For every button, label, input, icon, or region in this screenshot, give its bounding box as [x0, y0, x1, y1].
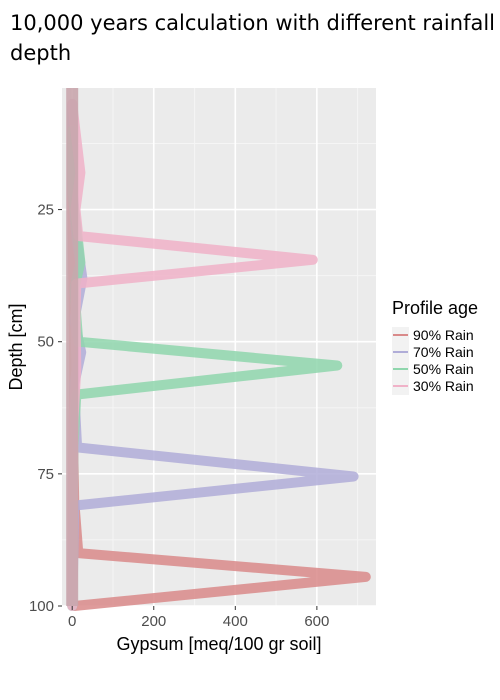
y-tick-label: 50 — [37, 334, 54, 351]
series-layer — [66, 88, 371, 611]
x-tick-label: 400 — [223, 613, 248, 630]
x-tick-label: 0 — [68, 613, 76, 630]
axis-layer: 0 200 400 600 25 50 75 100 — [29, 202, 329, 630]
y-axis-title: Depth [cm] — [6, 303, 26, 390]
x-tick-label: 200 — [141, 613, 166, 630]
legend-label-2: 70% Rain — [413, 344, 474, 360]
legend-title: Profile age — [392, 298, 478, 318]
legend-label-4: 30% Rain — [413, 378, 474, 394]
x-axis-title: Gypsum [meq/100 gr soil] — [116, 634, 321, 654]
y-tick-label: 25 — [37, 202, 54, 219]
x-tick-label: 600 — [304, 613, 329, 630]
chart-title: 10,000 years calculation with different … — [10, 11, 495, 65]
y-tick-label: 75 — [37, 466, 54, 483]
legend-label-1: 90% Rain — [413, 327, 474, 343]
legend-label-3: 50% Rain — [413, 361, 474, 377]
y-tick-label: 100 — [29, 598, 54, 615]
